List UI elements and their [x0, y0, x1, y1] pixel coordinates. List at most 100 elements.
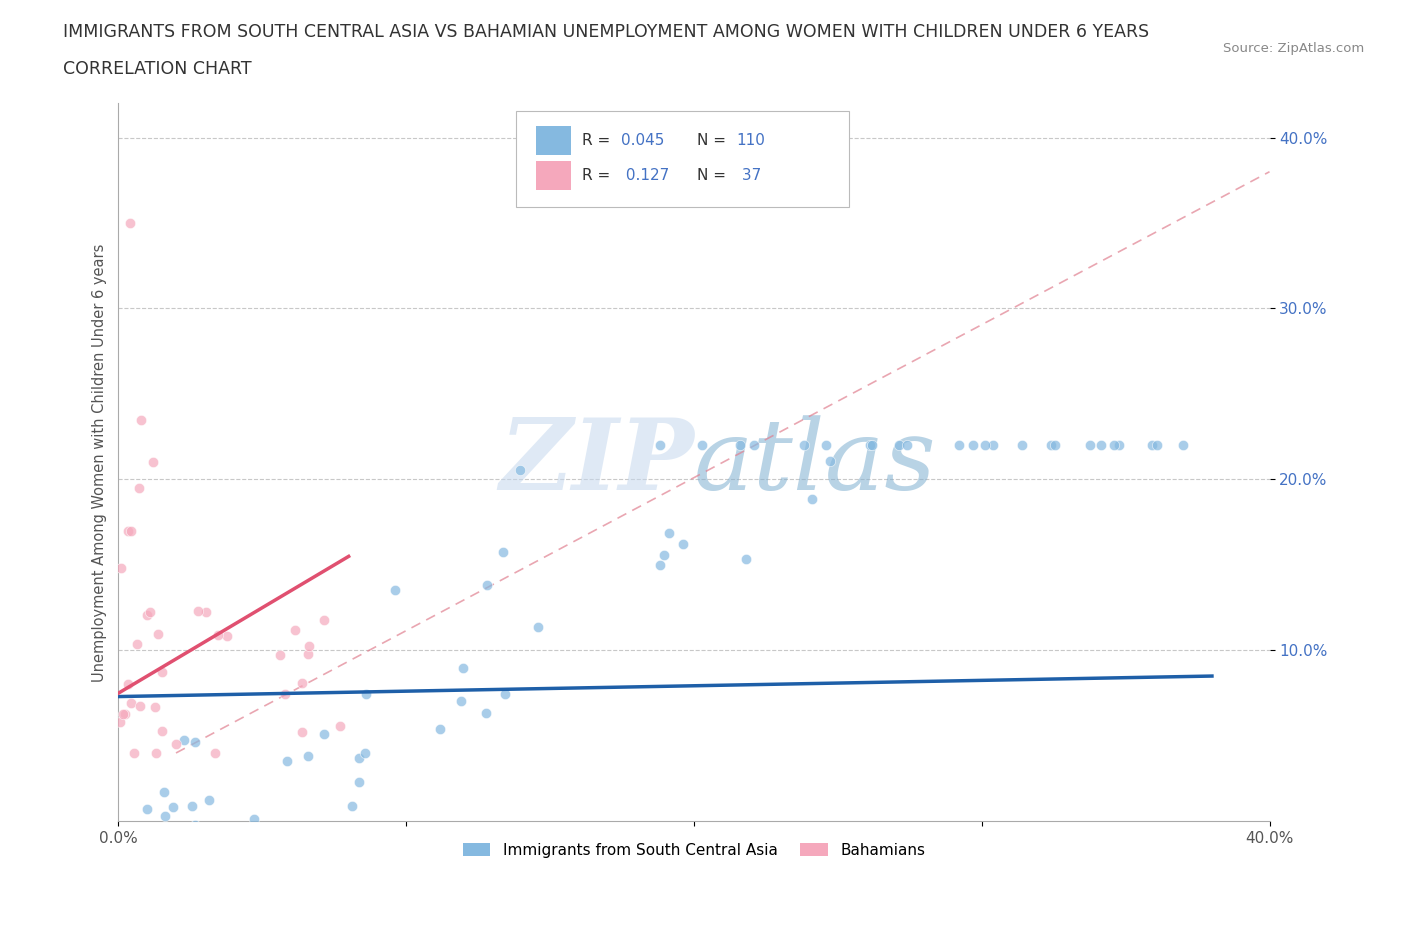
Point — [207, 848, 229, 863]
Point — [224, 848, 246, 863]
Point — [131, 412, 153, 427]
Point — [734, 551, 756, 566]
Point — [354, 686, 377, 701]
Point — [128, 481, 150, 496]
Point — [153, 808, 176, 823]
Point — [127, 637, 149, 652]
Point — [728, 438, 751, 453]
Point — [200, 848, 222, 863]
Point — [273, 687, 295, 702]
Point — [141, 848, 163, 863]
Point — [173, 732, 195, 747]
Text: atlas: atlas — [695, 415, 936, 510]
Text: ZIP: ZIP — [499, 414, 695, 511]
Point — [108, 848, 131, 863]
Point — [284, 622, 307, 637]
Point — [744, 438, 766, 453]
Point — [174, 848, 197, 863]
Point — [347, 751, 370, 765]
Point — [132, 848, 155, 863]
Point — [291, 724, 314, 739]
Point — [1104, 438, 1126, 453]
Point — [201, 848, 224, 863]
Point — [650, 438, 672, 453]
Point — [187, 604, 209, 618]
Point — [1108, 438, 1130, 453]
Point — [648, 558, 671, 573]
Point — [153, 784, 176, 799]
Point — [297, 646, 319, 661]
Point — [1090, 438, 1112, 453]
Point — [112, 706, 135, 721]
Text: R =: R = — [582, 133, 610, 148]
Point — [146, 627, 169, 642]
Text: N =: N = — [697, 167, 727, 182]
Point — [1078, 438, 1101, 453]
Point — [231, 828, 253, 843]
Point — [117, 524, 139, 538]
Point — [347, 775, 370, 790]
Text: 37: 37 — [737, 167, 761, 182]
Legend: Immigrants from South Central Asia, Bahamians: Immigrants from South Central Asia, Baha… — [457, 837, 931, 864]
Point — [120, 832, 142, 847]
Point — [1039, 438, 1062, 453]
Point — [245, 848, 267, 863]
Point — [117, 676, 139, 691]
Point — [207, 845, 229, 860]
Point — [212, 848, 235, 863]
Point — [135, 848, 157, 863]
Point — [204, 746, 226, 761]
Point — [896, 438, 918, 453]
Point — [142, 455, 165, 470]
Point — [263, 848, 285, 863]
Point — [128, 698, 150, 713]
Point — [184, 848, 207, 863]
Point — [145, 746, 167, 761]
FancyBboxPatch shape — [536, 161, 571, 190]
Point — [157, 848, 180, 863]
Point — [120, 696, 142, 711]
Point — [215, 629, 238, 644]
Point — [115, 848, 138, 863]
Text: N =: N = — [697, 133, 727, 148]
Point — [298, 848, 321, 863]
Point — [139, 604, 162, 619]
Point — [149, 848, 172, 863]
Point — [162, 800, 184, 815]
Point — [167, 848, 190, 863]
Point — [354, 745, 377, 760]
Point — [815, 438, 838, 453]
Point — [384, 582, 406, 597]
Point — [1142, 438, 1164, 453]
Point — [429, 721, 451, 736]
Point — [297, 749, 319, 764]
Point — [181, 799, 204, 814]
Point — [1171, 438, 1194, 453]
Point — [122, 848, 145, 863]
Text: 0.127: 0.127 — [621, 167, 669, 182]
Point — [114, 848, 136, 863]
Point — [652, 548, 675, 563]
Point — [118, 216, 141, 231]
Y-axis label: Unemployment Among Women with Children Under 6 years: Unemployment Among Women with Children U… — [93, 243, 107, 682]
Point — [150, 664, 173, 679]
Point — [219, 848, 242, 863]
Point — [948, 438, 970, 453]
Point — [201, 827, 224, 842]
Point — [793, 438, 815, 453]
Point — [165, 737, 187, 751]
Point — [281, 821, 304, 836]
Point — [276, 753, 298, 768]
Point — [475, 705, 498, 720]
Point — [342, 798, 364, 813]
Point — [120, 524, 142, 538]
Point — [254, 848, 277, 863]
Point — [375, 846, 398, 861]
Point — [291, 675, 314, 690]
Point — [450, 694, 472, 709]
Point — [156, 848, 179, 863]
Point — [690, 438, 713, 453]
Point — [322, 830, 344, 844]
Point — [110, 848, 132, 863]
Point — [270, 823, 292, 838]
